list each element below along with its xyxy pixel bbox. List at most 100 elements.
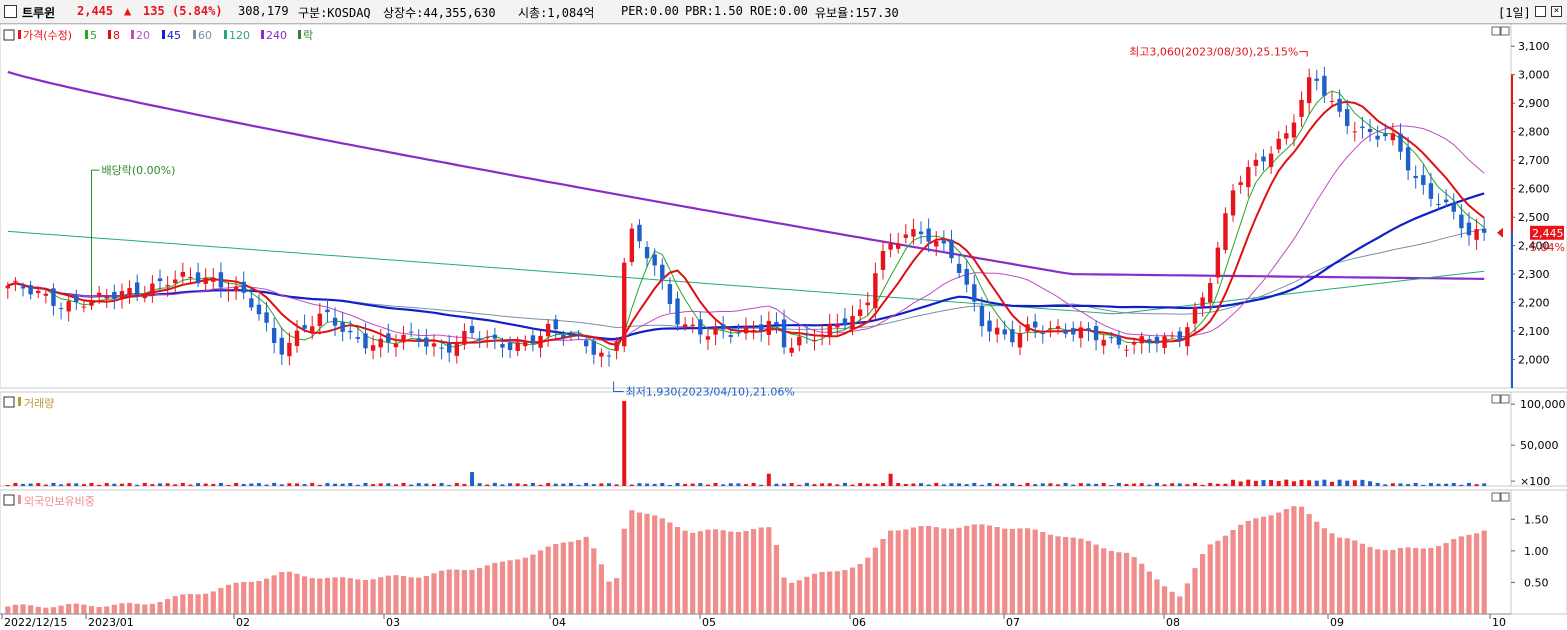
foreign-bar	[1382, 550, 1388, 614]
legend-item[interactable]: 60	[198, 29, 212, 42]
legend-item[interactable]: 락	[303, 29, 313, 42]
candle	[1010, 329, 1015, 343]
volume-bar	[987, 483, 992, 486]
candle	[1451, 203, 1456, 212]
candle	[964, 268, 969, 285]
candle	[713, 327, 718, 335]
candle	[279, 337, 284, 355]
price-change: 135	[143, 4, 165, 18]
volume-bar	[340, 483, 345, 486]
candle	[1192, 307, 1198, 324]
volume-bar	[508, 483, 513, 486]
axis-panel-1	[1510, 391, 1567, 487]
candle	[1291, 122, 1297, 138]
foreign-bar	[948, 528, 955, 614]
panel-min-icon[interactable]	[1491, 394, 1501, 404]
legend-item[interactable]: 120	[229, 29, 250, 42]
volume-bar	[1299, 479, 1304, 486]
panel-close-icon[interactable]	[1500, 492, 1510, 502]
panel-min-icon[interactable]	[1491, 26, 1501, 36]
foreign-bar	[256, 580, 262, 614]
volume-toggle-icon[interactable]	[3, 396, 15, 408]
candle	[142, 294, 147, 299]
window-close-icon[interactable]: ×	[1551, 6, 1562, 17]
volume-bar	[66, 483, 71, 486]
legend-item[interactable]: 8	[113, 29, 120, 42]
candle	[188, 276, 193, 278]
candle	[310, 326, 315, 334]
foreign-bar	[537, 550, 544, 614]
volume-bar	[645, 483, 650, 486]
volume-bar	[1284, 479, 1289, 486]
legend-swatch	[224, 30, 227, 39]
volume-bar	[5, 485, 10, 486]
volume-bar	[1162, 484, 1167, 486]
foreign-bar	[416, 577, 422, 614]
legend-item[interactable]: 5	[90, 29, 97, 42]
foreign-bar	[1435, 546, 1442, 614]
volume-bar	[523, 484, 528, 486]
volume-bar	[241, 483, 246, 486]
volume-bar	[119, 483, 124, 486]
foreign-bar	[682, 530, 688, 614]
panel-close-icon[interactable]	[1500, 394, 1510, 404]
candle	[523, 341, 528, 347]
panel-min-icon[interactable]	[1491, 492, 1501, 502]
legend-item[interactable]: 240	[266, 29, 287, 42]
price-tick-label: 2,100	[1518, 325, 1550, 338]
x-tick-label: 05	[702, 616, 716, 629]
candle	[317, 313, 323, 327]
foreign-bar	[743, 530, 749, 614]
volume-bar	[36, 483, 41, 486]
volume-bar	[903, 483, 908, 486]
candle	[408, 331, 414, 333]
volume-bar	[348, 483, 353, 486]
candle	[576, 333, 581, 336]
candle	[1185, 327, 1190, 347]
foreign-bar	[12, 604, 19, 614]
legend-item[interactable]: 45	[167, 29, 181, 42]
volume-bar	[858, 483, 863, 486]
volume-bar	[629, 484, 634, 486]
foreign-bar	[575, 540, 582, 614]
volume-bar	[1025, 482, 1030, 486]
volume-bar	[1063, 482, 1068, 486]
legend-item[interactable]: 가격(수정)	[23, 29, 72, 42]
volume-bar	[1048, 483, 1053, 486]
foreign-bar	[438, 570, 445, 614]
foreign-bar	[157, 602, 163, 614]
foreign-toggle-icon[interactable]	[3, 494, 15, 506]
legend-swatch	[261, 30, 264, 39]
window-menu-icon[interactable]	[4, 5, 17, 18]
candle	[1314, 78, 1319, 81]
foreign-bar	[652, 515, 658, 614]
legend-item[interactable]: 20	[136, 29, 150, 42]
volume-bar	[972, 482, 977, 486]
candle	[332, 317, 338, 326]
foreign-bar	[773, 544, 780, 614]
foreign-bar	[758, 527, 764, 614]
panel-close-icon[interactable]	[1500, 26, 1510, 36]
foreign-bar	[819, 571, 825, 614]
volume-bar	[462, 483, 467, 486]
candle	[743, 326, 749, 334]
x-tick-label: 09	[1330, 616, 1344, 629]
candle	[173, 279, 178, 284]
candle	[949, 239, 954, 259]
legend-toggle-icon[interactable]	[3, 29, 15, 41]
volume-bar	[576, 484, 581, 486]
volume-bar	[1360, 479, 1365, 486]
volume-bar	[804, 482, 809, 486]
period-selector[interactable]: [1일]	[1498, 6, 1531, 20]
volume-bar	[500, 484, 505, 486]
foreign-bar	[827, 571, 833, 614]
volume-bar	[1451, 483, 1456, 486]
foreign-bar	[735, 531, 741, 614]
volume-bar	[1215, 483, 1220, 486]
window-min-icon[interactable]	[1535, 6, 1546, 17]
high-annotation: 최고3,060(2023/08/30),25.15%	[1129, 46, 1298, 59]
volume-bar	[279, 484, 284, 486]
candle	[477, 338, 482, 341]
candle	[736, 332, 741, 334]
candle	[462, 331, 467, 345]
